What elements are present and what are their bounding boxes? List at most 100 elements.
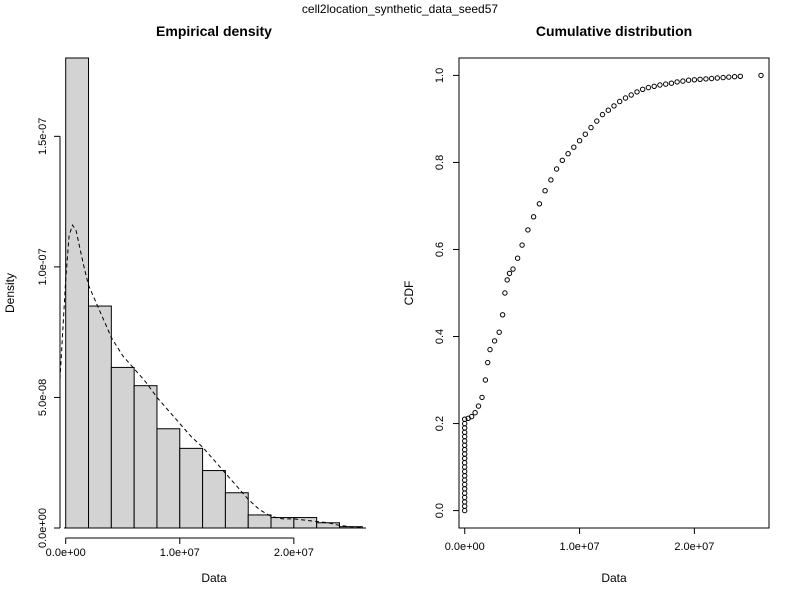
cdf-point	[708, 75, 715, 82]
y-tick-label: 0.0	[434, 503, 446, 518]
cdf-point	[726, 74, 732, 80]
cdf-point	[599, 111, 606, 118]
cdf-x-axis: 0.0e+00 1.0e+07 2.0e+07	[445, 528, 714, 553]
cdf-point	[685, 77, 692, 83]
cdf-point	[462, 507, 468, 514]
cdf-point	[462, 420, 468, 427]
cdf-point	[462, 433, 468, 440]
cdf-point	[462, 460, 468, 466]
cdf-point	[565, 151, 571, 157]
cdf-point	[462, 468, 468, 475]
x-tick-label: 0.0e+00	[46, 547, 86, 559]
cdf-y-axis-label: CDF	[402, 281, 416, 306]
cdf-point	[462, 486, 468, 492]
cdf-plot-box	[458, 57, 770, 529]
cdf-point	[462, 416, 468, 422]
cdf-point	[462, 447, 468, 453]
cdf-point	[691, 77, 698, 83]
y-tick-label: 1.0e-07	[37, 248, 49, 285]
cdf-point	[491, 338, 498, 344]
cdf-point	[758, 72, 764, 79]
cdf-point	[462, 455, 468, 462]
cdf-y-axis: 0.0 0.2 0.4 0.6 0.8 1.0	[434, 68, 459, 518]
cdf-point	[472, 410, 478, 416]
cdf-point	[714, 75, 720, 81]
y-tick-label: 0.6	[434, 242, 446, 257]
cdf-point	[462, 503, 468, 509]
histogram-bar	[88, 305, 112, 529]
histogram-bar	[110, 366, 135, 529]
x-tick-label: 0.0e+00	[445, 541, 485, 553]
cdf-point	[668, 80, 675, 86]
density-bars	[64, 57, 366, 529]
cdf-point	[510, 266, 516, 272]
cdf-point	[462, 477, 468, 483]
x-tick-label: 2.0e+07	[674, 541, 714, 553]
cdf-point	[542, 188, 548, 194]
cdf-point	[485, 359, 491, 366]
cdf-point	[548, 177, 554, 183]
density-panel: Empirical density Data Density 0.0e+00 1.…	[3, 23, 366, 585]
y-tick-label: 0.8	[434, 155, 446, 170]
density-x-axis: 0.0e+00 1.0e+07 2.0e+07	[46, 537, 314, 559]
cdf-point	[479, 394, 485, 401]
histogram-bar	[156, 428, 181, 529]
cdf-point	[594, 118, 600, 124]
cdf-point	[519, 242, 525, 248]
cdf-point	[499, 312, 506, 318]
cdf-point	[576, 138, 583, 144]
cdf-point	[640, 86, 646, 93]
cdf-point	[462, 490, 468, 496]
cdf-point	[680, 78, 686, 84]
figure-title: cell2location_synthetic_data_seed57	[302, 2, 498, 16]
cdf-point	[645, 84, 652, 91]
cdf-point	[506, 270, 513, 277]
y-tick-label: 5.0e-08	[37, 379, 49, 416]
x-tick-label: 1.0e+07	[560, 541, 600, 553]
y-tick-label: 0.4	[434, 329, 446, 344]
cdf-x-axis-label: Data	[601, 571, 627, 585]
y-tick-label: 0.2	[434, 416, 446, 431]
density-x-axis-label: Data	[201, 571, 227, 585]
cdf-point	[720, 74, 726, 81]
histogram-bar	[202, 470, 226, 529]
x-tick-label: 2.0e+07	[274, 547, 314, 559]
cdf-panel: Cumulative distribution Data CDF 0.0e+00…	[402, 23, 770, 585]
histogram-bar	[247, 514, 272, 529]
cdf-point	[582, 131, 588, 137]
cdf-point	[502, 290, 508, 296]
cdf-point	[697, 76, 703, 83]
cdf-point	[462, 429, 468, 435]
density-title: Empirical density	[156, 23, 272, 39]
density-y-axis: 0.0e+00 5.0e-08 1.0e-07 1.5e-07	[37, 118, 61, 548]
cdf-point	[525, 227, 531, 233]
cdf-point	[559, 157, 565, 164]
cdf-points	[462, 72, 764, 514]
cdf-point	[553, 166, 560, 172]
cdf-point	[622, 95, 629, 101]
cdf-point	[462, 481, 468, 488]
cdf-point	[536, 201, 543, 207]
cdf-point	[462, 473, 468, 479]
cdf-point	[530, 214, 537, 220]
cdf-point	[514, 255, 521, 261]
cdf-point	[703, 76, 709, 82]
y-tick-label: 1.0	[434, 68, 446, 83]
histogram-bar	[65, 57, 90, 529]
density-y-axis-label: Density	[3, 273, 17, 313]
cdf-title: Cumulative distribution	[536, 23, 692, 39]
cdf-point	[605, 107, 611, 113]
cdf-point	[462, 494, 468, 501]
cdf-point	[611, 103, 617, 109]
cdf-point	[487, 346, 493, 353]
cdf-point	[462, 425, 468, 431]
cdf-point	[731, 74, 738, 80]
cdf-point	[651, 83, 657, 90]
cdf-point	[468, 413, 475, 420]
cdf-point	[663, 81, 669, 87]
histogram-bar	[224, 492, 249, 529]
cdf-point	[737, 73, 743, 80]
cdf-point	[588, 124, 594, 131]
cdf-point	[462, 464, 468, 470]
